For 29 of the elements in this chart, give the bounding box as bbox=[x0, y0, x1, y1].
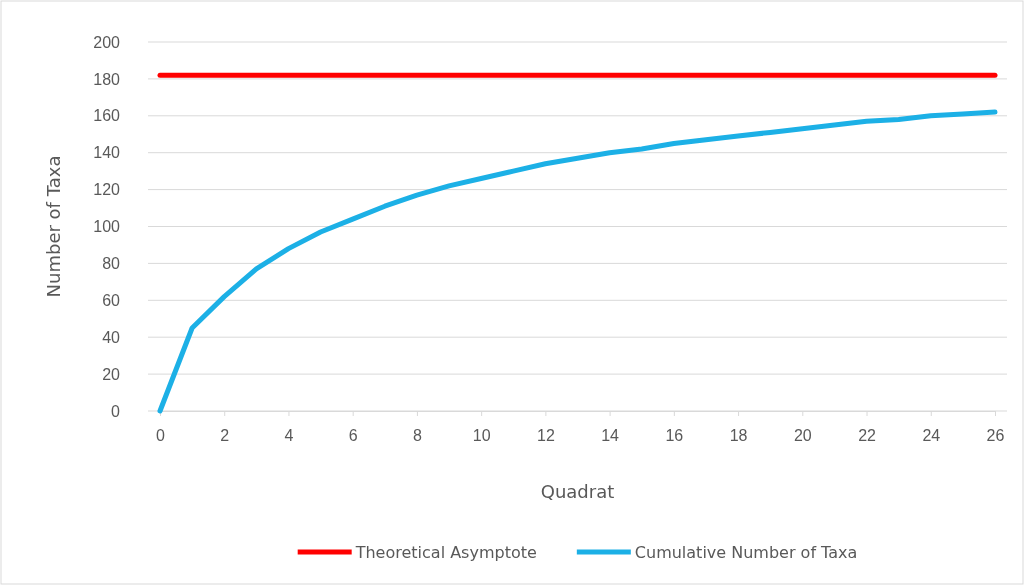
x-tick-label: 8 bbox=[412, 427, 422, 445]
x-tick-label: 18 bbox=[729, 427, 748, 445]
y-tick-label: 160 bbox=[93, 107, 121, 125]
y-tick-label: 180 bbox=[93, 70, 121, 88]
x-tick-label: 24 bbox=[922, 427, 941, 445]
y-tick-label: 100 bbox=[93, 218, 121, 236]
legend-label: Theoretical Asymptote bbox=[354, 543, 537, 562]
y-tick-label: 60 bbox=[102, 291, 121, 309]
y-tick-label: 40 bbox=[102, 328, 121, 346]
legend-label: Cumulative Number of Taxa bbox=[634, 543, 858, 562]
y-tick-label: 0 bbox=[111, 402, 121, 420]
y-tick-label: 120 bbox=[93, 181, 121, 199]
x-tick-label: 12 bbox=[536, 427, 555, 445]
x-tick-label: 10 bbox=[472, 427, 491, 445]
x-tick-label: 16 bbox=[665, 427, 684, 445]
x-tick-label: 26 bbox=[986, 427, 1005, 445]
y-tick-label: 20 bbox=[102, 365, 121, 383]
x-tick-label: 2 bbox=[220, 427, 230, 445]
y-axis-title: Number of Taxa bbox=[43, 155, 64, 298]
y-tick-label: 80 bbox=[102, 255, 121, 273]
x-tick-label: 20 bbox=[793, 427, 812, 445]
x-tick-label: 0 bbox=[156, 427, 166, 445]
x-tick-label: 6 bbox=[348, 427, 358, 445]
x-axis-title: Quadrat bbox=[540, 481, 615, 502]
x-tick-label: 14 bbox=[601, 427, 620, 445]
x-tick-label: 22 bbox=[858, 427, 877, 445]
x-tick-label: 4 bbox=[284, 427, 294, 445]
y-tick-label: 140 bbox=[93, 144, 121, 162]
y-tick-label: 200 bbox=[93, 33, 121, 51]
